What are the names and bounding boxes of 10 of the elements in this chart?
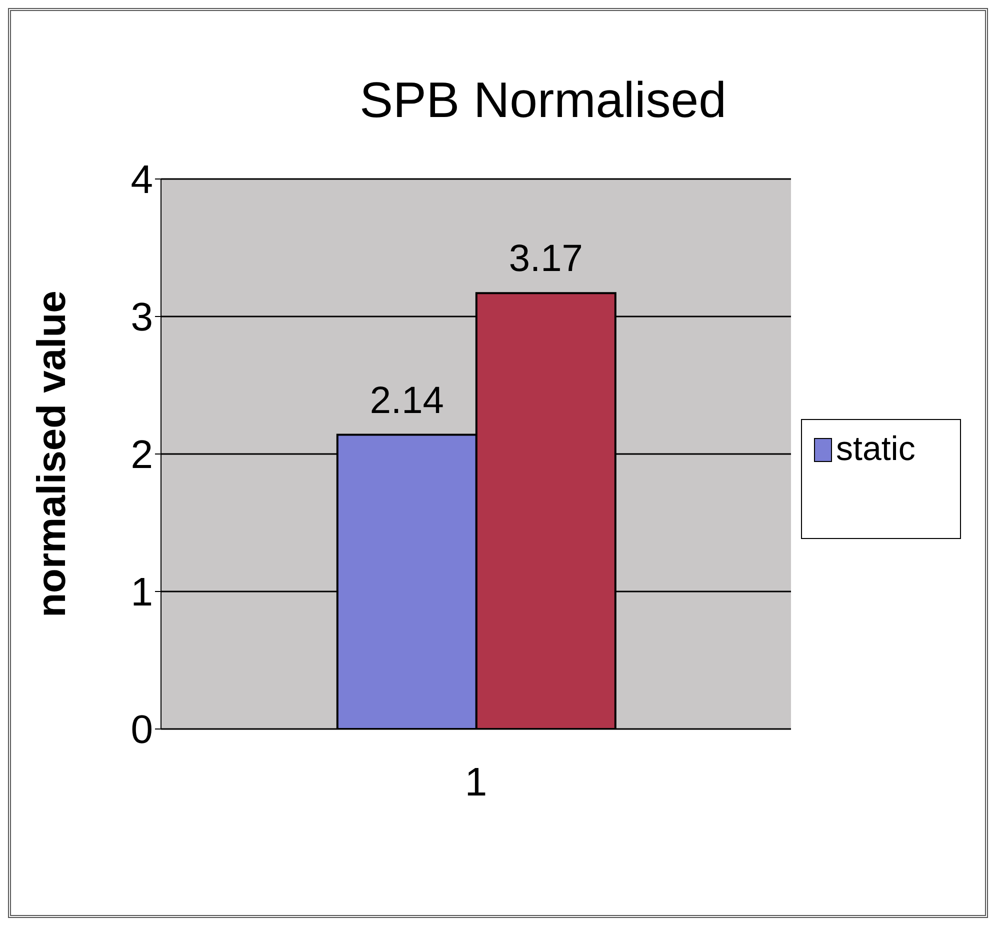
y-tick-label: 1 (130, 570, 153, 615)
chart-title: SPB Normalised (358, 71, 728, 129)
y-tick-label: 4 (130, 158, 153, 202)
y-tick-label: 3 (130, 296, 153, 340)
legend-label: static (836, 430, 916, 469)
y-tick-label: 0 (130, 708, 153, 752)
data-label: 3.17 (508, 238, 583, 280)
data-label: 2.14 (370, 380, 444, 422)
y-tick-label: 2 (130, 433, 153, 478)
y-axis-title: normalised value (30, 290, 74, 618)
